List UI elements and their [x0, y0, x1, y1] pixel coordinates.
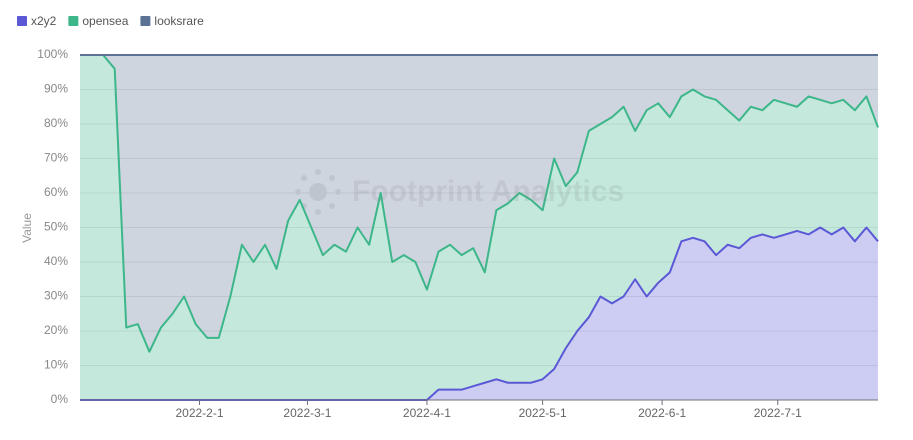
y-axis-label: Value: [20, 213, 34, 243]
line: [80, 54, 879, 353]
y-tick-label: 100%: [37, 47, 68, 61]
area: [80, 55, 878, 400]
legend-label: opensea: [82, 14, 128, 28]
legend-swatch: [140, 16, 151, 26]
y-tick-label: 10%: [44, 358, 68, 372]
legend-label: x2y2: [31, 14, 57, 28]
y-tick-label: 0%: [51, 392, 69, 406]
y-tick-label: 70%: [44, 151, 68, 165]
legend-swatch: [17, 16, 27, 26]
x-tick-label: 2022-2-1: [175, 406, 223, 420]
area: [80, 227, 878, 400]
y-tick-label: 50%: [44, 220, 68, 234]
legend-label: looksrare: [154, 14, 204, 28]
x-tick-label: 2022-6-1: [638, 406, 686, 420]
y-tick-label: 30%: [44, 289, 68, 303]
x-tick-label: 2022-5-1: [519, 406, 567, 420]
area: [80, 55, 878, 352]
x-tick-label: 2022-3-1: [283, 406, 331, 420]
y-tick-label: 90%: [44, 82, 68, 96]
y-tick-label: 80%: [44, 116, 68, 130]
watermark: Footprint Analytics: [352, 175, 624, 208]
legend-swatch: [68, 16, 79, 26]
x-tick-label: 2022-4-1: [403, 406, 451, 420]
x-tick-label: 2022-7-1: [754, 406, 802, 420]
y-tick-label: 20%: [44, 323, 68, 337]
y-tick-label: 60%: [44, 185, 68, 199]
y-tick-label: 40%: [44, 254, 68, 268]
